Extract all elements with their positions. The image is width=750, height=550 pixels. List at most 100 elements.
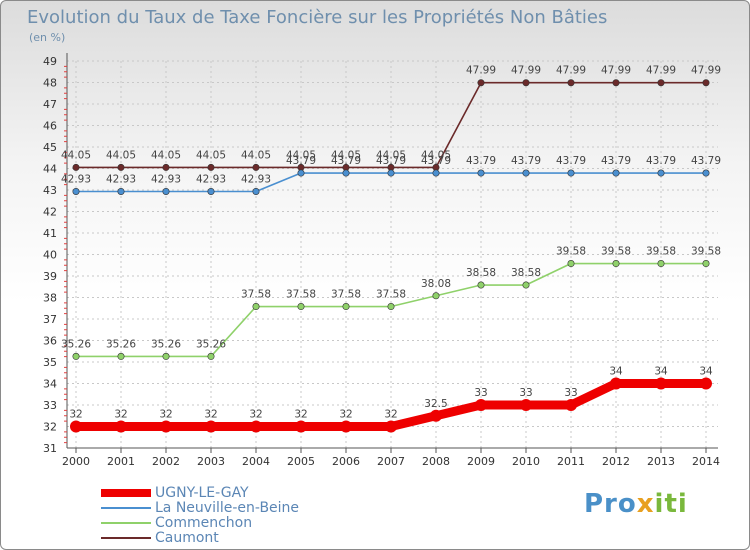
data-label: 42.93 [151, 174, 181, 186]
data-label: 44.05 [376, 149, 406, 161]
data-label: 44.05 [106, 149, 136, 161]
x-tick-label: 2011 [557, 455, 585, 468]
data-label: 37.58 [331, 289, 361, 301]
data-point [522, 281, 530, 289]
data-point [657, 260, 665, 268]
data-label: 38.58 [511, 267, 541, 279]
y-tick-label: 43 [43, 184, 57, 197]
x-tick-label: 2004 [242, 455, 270, 468]
data-point [162, 352, 170, 360]
data-label: 47.99 [466, 65, 496, 77]
data-label: 44.05 [241, 149, 271, 161]
y-tick-label: 40 [43, 249, 57, 262]
data-point [432, 292, 440, 300]
data-point [432, 169, 440, 177]
data-point [612, 169, 620, 177]
data-point [117, 352, 125, 360]
x-tick-label: 2000 [62, 455, 90, 468]
data-label: 33 [519, 387, 532, 399]
data-label: 37.58 [241, 289, 271, 301]
data-point [610, 377, 622, 390]
data-point [297, 303, 305, 311]
data-point [252, 188, 260, 196]
data-label: 44.05 [331, 149, 361, 161]
data-label: 34 [609, 366, 623, 378]
data-label: 37.58 [286, 289, 316, 301]
y-tick-label: 33 [43, 399, 57, 412]
data-point [342, 303, 350, 311]
y-tick-label: 39 [43, 270, 57, 283]
x-tick-label: 2002 [152, 455, 180, 468]
data-point [72, 352, 80, 360]
x-tick-label: 2006 [332, 455, 360, 468]
data-point [702, 260, 710, 268]
data-point [567, 260, 575, 268]
data-label: 35.26 [151, 338, 181, 350]
data-point [567, 169, 575, 177]
data-label: 43.79 [331, 155, 361, 167]
x-tick-label: 2014 [692, 455, 720, 468]
data-point [72, 188, 80, 196]
x-tick-label: 2013 [647, 455, 675, 468]
y-tick-label: 35 [43, 356, 57, 369]
y-tick-label: 44 [43, 163, 57, 176]
data-point [522, 79, 530, 87]
data-label: 47.99 [646, 65, 676, 77]
data-point [297, 169, 305, 177]
data-label: 47.99 [691, 65, 721, 77]
data-point [702, 79, 710, 87]
data-point [475, 399, 487, 411]
data-point [477, 79, 485, 87]
y-tick-label: 36 [43, 335, 57, 348]
y-tick-label: 41 [43, 227, 57, 240]
y-tick-label: 49 [43, 55, 57, 68]
proxiti-logo: Proxiti [584, 489, 688, 519]
x-tick-label: 2003 [197, 455, 225, 468]
data-label: 33 [474, 387, 487, 399]
y-tick-label: 31 [43, 442, 57, 455]
data-label: 47.99 [601, 65, 631, 77]
data-label: 47.99 [556, 65, 586, 77]
data-label: 43.79 [376, 155, 406, 167]
data-point [72, 163, 80, 171]
data-point [387, 303, 395, 311]
data-point [252, 163, 260, 171]
data-point [117, 188, 125, 196]
data-label: 32 [114, 409, 127, 421]
x-tick-label: 2005 [287, 455, 315, 468]
y-tick-label: 45 [43, 141, 57, 154]
data-point [430, 409, 442, 422]
data-point [520, 399, 532, 411]
data-label: 42.93 [61, 174, 91, 186]
legend-label: UGNY-LE-GAY [155, 485, 249, 501]
data-point [205, 420, 217, 433]
data-point [567, 79, 575, 87]
x-tick-label: 2001 [107, 455, 135, 468]
data-label: 35.26 [106, 338, 136, 350]
data-label: 32 [204, 409, 217, 421]
data-point [342, 169, 350, 177]
data-point [612, 260, 620, 268]
data-point [160, 420, 172, 433]
legend-label: Caumont [155, 530, 219, 546]
data-label: 32 [69, 409, 82, 421]
data-label: 43.79 [466, 155, 496, 167]
data-label: 32 [294, 409, 307, 421]
data-label: 35.26 [61, 338, 91, 350]
data-label: 44.05 [421, 149, 451, 161]
chart-subtitle: (en %) [29, 31, 66, 44]
data-label: 42.93 [196, 174, 226, 186]
y-tick-label: 34 [43, 378, 57, 391]
data-point [387, 169, 395, 177]
data-point [207, 163, 215, 171]
data-point [522, 169, 530, 177]
data-label: 35.26 [196, 338, 226, 350]
data-label: 39.58 [556, 246, 586, 258]
y-tick-label: 47 [43, 98, 57, 111]
data-label: 33 [564, 387, 577, 399]
data-point [657, 169, 665, 177]
data-point [207, 352, 215, 360]
data-label: 44.05 [196, 149, 226, 161]
data-point [340, 420, 352, 433]
